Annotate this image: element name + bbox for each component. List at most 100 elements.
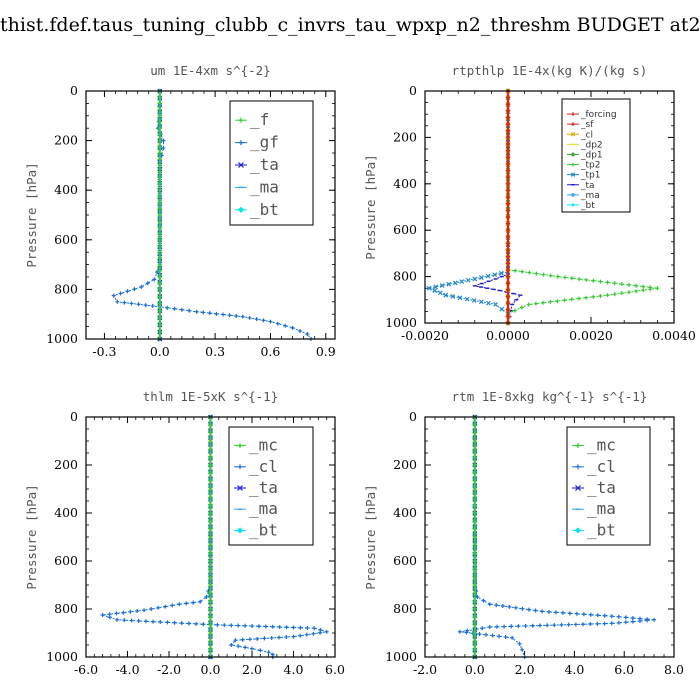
y-tick-label: 400 — [54, 182, 78, 197]
data-point — [506, 261, 510, 266]
data-point — [208, 543, 213, 547]
series-line — [102, 417, 327, 657]
data-point — [157, 163, 162, 168]
data-point — [122, 618, 127, 623]
y-tick-label: 800 — [54, 281, 78, 296]
data-point — [128, 609, 133, 614]
data-point — [605, 293, 610, 298]
data-point — [548, 273, 553, 278]
data-point — [506, 102, 510, 107]
data-point — [487, 602, 492, 607]
data-point — [125, 289, 130, 294]
data-point — [208, 479, 213, 483]
data-point — [602, 621, 607, 626]
legend-entry: _ma — [250, 177, 279, 196]
x-tick-label: 4.0 — [284, 662, 304, 677]
data-point — [114, 611, 119, 616]
panel-title: rtpthlp 1E-4x(kg K)/(kg s) — [452, 63, 648, 78]
data-point — [506, 195, 510, 200]
data-point — [227, 313, 232, 318]
legend: _mc _cl _ta _ma _bt — [566, 426, 651, 546]
x-tick-label: 2.0 — [515, 662, 535, 677]
data-point — [584, 295, 589, 300]
x-tick-label: 0.0 — [465, 662, 485, 677]
data-point — [479, 275, 484, 280]
y-tick-label: 1000 — [46, 331, 78, 346]
data-point — [208, 503, 213, 507]
data-point — [487, 625, 492, 629]
data-point — [432, 288, 438, 293]
data-point — [472, 471, 477, 475]
data-point — [215, 622, 220, 627]
data-point — [236, 644, 241, 649]
data-point — [472, 559, 477, 563]
legend-swatch-marker — [571, 203, 575, 207]
y-tick-label: 800 — [393, 601, 417, 616]
x-tick-label: -4.0 — [115, 662, 139, 677]
data-point — [157, 138, 162, 143]
series-line — [472, 91, 522, 324]
data-point — [506, 314, 510, 319]
data-point — [510, 635, 515, 640]
data-point — [472, 479, 477, 483]
data-point — [619, 282, 624, 287]
data-point — [145, 281, 150, 286]
data-point — [574, 611, 579, 616]
data-point — [208, 559, 213, 563]
data-point — [157, 322, 162, 327]
legend-swatch-marker — [238, 140, 244, 146]
data-point — [258, 648, 263, 653]
data-point — [135, 609, 140, 613]
data-point — [619, 291, 624, 296]
data-point — [283, 323, 288, 328]
y-tick-label: 200 — [393, 129, 417, 144]
data-point — [523, 623, 528, 628]
data-point — [526, 607, 531, 612]
data-point — [198, 599, 203, 604]
data-point — [472, 455, 477, 459]
legend-entry: _ta — [580, 181, 595, 191]
data-point — [151, 619, 156, 624]
data-point — [472, 487, 477, 491]
data-point — [450, 294, 456, 299]
data-point — [318, 630, 323, 635]
legend-entry: _ta — [587, 478, 616, 497]
data-point — [637, 619, 642, 623]
data-point — [472, 447, 477, 451]
data-point — [472, 607, 477, 611]
data-point — [588, 612, 593, 617]
series-mc — [472, 415, 477, 659]
legend-swatch-marker — [571, 122, 575, 126]
data-point — [588, 622, 593, 627]
data-point — [513, 268, 518, 273]
data-point — [187, 308, 192, 313]
series-forcing — [506, 89, 510, 325]
data-point — [526, 302, 531, 307]
data-point — [157, 225, 162, 230]
x-tick-label: 8.0 — [664, 662, 684, 677]
data-point — [221, 312, 226, 317]
data-point — [157, 157, 162, 162]
y-axis-label: Pressure [hPa] — [24, 162, 39, 267]
y-tick-label: 400 — [393, 176, 417, 191]
data-point — [553, 610, 558, 615]
data-point — [247, 315, 252, 320]
data-point — [214, 311, 219, 316]
y-tick-label: 800 — [393, 269, 417, 284]
data-point — [129, 301, 134, 306]
data-point — [233, 638, 238, 643]
data-point — [506, 175, 510, 180]
panel-title: thlm 1E-5xK s^{-1} — [143, 389, 278, 404]
y-tick-label: 600 — [393, 222, 417, 237]
data-point — [208, 519, 213, 523]
data-point — [581, 622, 586, 627]
data-point — [577, 277, 582, 282]
y-axis-label: Pressure [hPa] — [24, 484, 39, 589]
data-point — [443, 292, 449, 298]
data-point — [149, 607, 154, 611]
legend-swatch-marker — [575, 443, 581, 449]
legend-entry: _f — [250, 110, 269, 129]
y-tick-label: 0 — [409, 409, 417, 424]
data-point — [208, 535, 213, 539]
